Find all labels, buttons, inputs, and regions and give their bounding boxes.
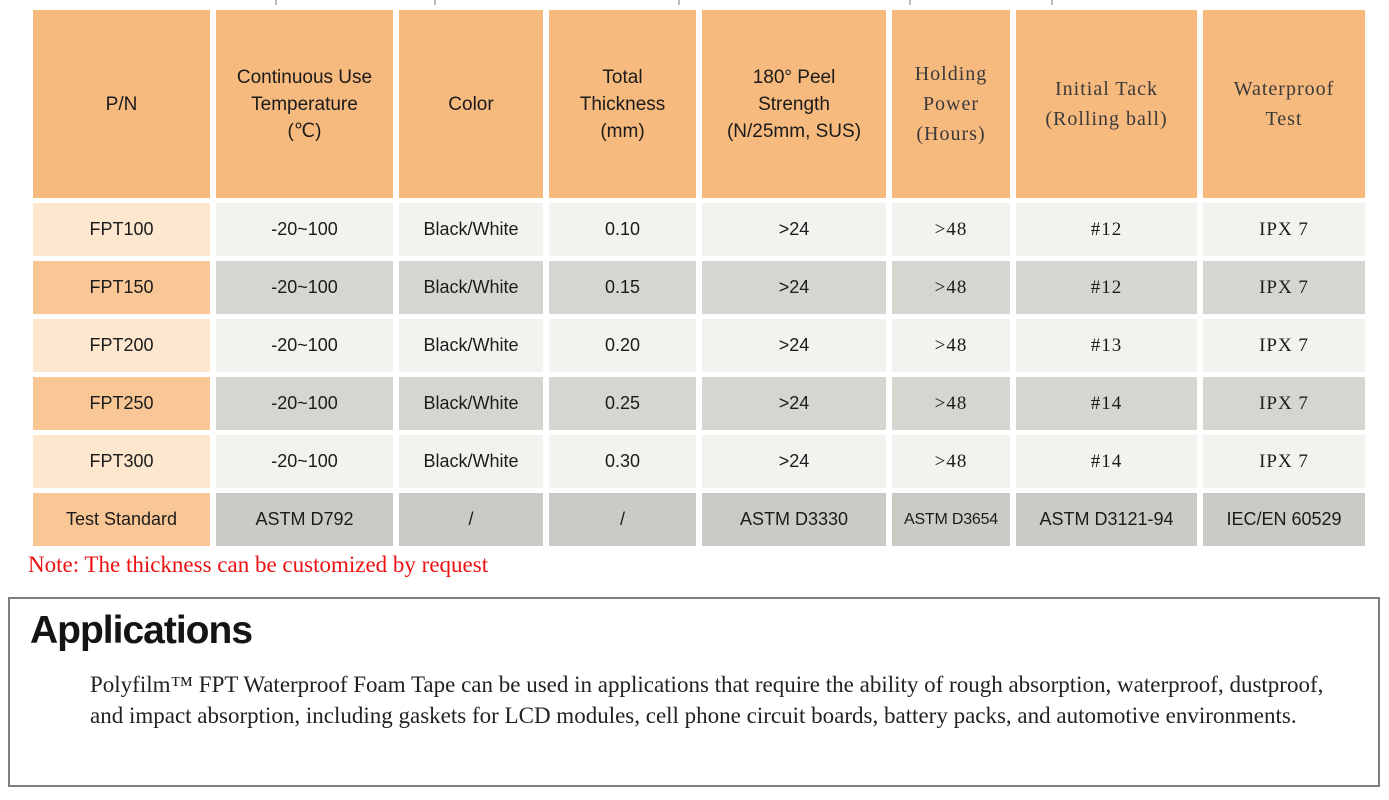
column-header-pn: P/N [33, 10, 210, 198]
customization-note: Note: The thickness can be customized by… [28, 552, 489, 577]
test-standard-holding-cell: ASTM D3654 [892, 493, 1010, 546]
column-header-color: Color [399, 10, 543, 198]
column-header-holding-power: Holding Power (Hours) [892, 10, 1010, 198]
tack-cell: #12 [1016, 261, 1197, 314]
waterproof-cell: IPX 7 [1203, 319, 1365, 372]
applications-title: Applications [30, 609, 253, 652]
tack-cell: #14 [1016, 435, 1197, 488]
applications-description: Polyfilm™ FPT Waterproof Foam Tape can b… [90, 672, 1324, 728]
holding-cell: >48 [892, 261, 1010, 314]
peel-cell: >24 [702, 203, 886, 256]
color-cell: Black/White [399, 203, 543, 256]
color-cell: Black/White [399, 319, 543, 372]
holding-cell: >48 [892, 203, 1010, 256]
color-cell: Black/White [399, 261, 543, 314]
test-standard-label-cell: Test Standard [33, 493, 210, 546]
test-standard-color-cell: / [399, 493, 543, 546]
peel-cell: >24 [702, 319, 886, 372]
peel-cell: >24 [702, 435, 886, 488]
top-edge-artifact-tick [909, 0, 911, 5]
test-standard-thickness-cell: / [549, 493, 696, 546]
tack-cell: #14 [1016, 377, 1197, 430]
waterproof-cell: IPX 7 [1203, 261, 1365, 314]
temp-cell: -20~100 [216, 319, 393, 372]
column-header-thickness: Total Thickness (mm) [549, 10, 696, 198]
top-edge-artifact-tick [678, 0, 680, 5]
column-header-waterproof: Waterproof Test [1203, 10, 1365, 198]
top-edge-artifact-tick [434, 0, 436, 5]
pn-cell: FPT150 [33, 261, 210, 314]
pn-cell: FPT250 [33, 377, 210, 430]
pn-cell: FPT200 [33, 319, 210, 372]
temp-cell: -20~100 [216, 203, 393, 256]
thickness-cell: 0.15 [549, 261, 696, 314]
peel-cell: >24 [702, 377, 886, 430]
test-standard-temp-cell: ASTM D792 [216, 493, 393, 546]
pn-cell: FPT300 [33, 435, 210, 488]
thickness-cell: 0.10 [549, 203, 696, 256]
color-cell: Black/White [399, 377, 543, 430]
applications-section: Applications Polyfilm™ FPT Waterproof Fo… [8, 597, 1380, 787]
temp-cell: -20~100 [216, 261, 393, 314]
test-standard-peel-cell: ASTM D3330 [702, 493, 886, 546]
waterproof-cell: IPX 7 [1203, 435, 1365, 488]
spec-table: P/N Continuous Use Temperature (℃) Color… [33, 10, 1365, 546]
thickness-cell: 0.30 [549, 435, 696, 488]
color-cell: Black/White [399, 435, 543, 488]
thickness-cell: 0.25 [549, 377, 696, 430]
tack-cell: #12 [1016, 203, 1197, 256]
column-header-temperature: Continuous Use Temperature (℃) [216, 10, 393, 198]
temp-cell: -20~100 [216, 435, 393, 488]
top-edge-artifact-tick [1051, 0, 1053, 5]
waterproof-cell: IPX 7 [1203, 377, 1365, 430]
column-header-peel-strength: 180° Peel Strength (N/25mm, SUS) [702, 10, 886, 198]
tack-cell: #13 [1016, 319, 1197, 372]
holding-cell: >48 [892, 435, 1010, 488]
temp-cell: -20~100 [216, 377, 393, 430]
waterproof-cell: IPX 7 [1203, 203, 1365, 256]
top-edge-artifact-tick [275, 0, 277, 5]
thickness-cell: 0.20 [549, 319, 696, 372]
holding-cell: >48 [892, 319, 1010, 372]
peel-cell: >24 [702, 261, 886, 314]
test-standard-tack-cell: ASTM D3121-94 [1016, 493, 1197, 546]
column-header-initial-tack: Initial Tack (Rolling ball) [1016, 10, 1197, 198]
test-standard-waterproof-cell: IEC/EN 60529 [1203, 493, 1365, 546]
pn-cell: FPT100 [33, 203, 210, 256]
holding-cell: >48 [892, 377, 1010, 430]
